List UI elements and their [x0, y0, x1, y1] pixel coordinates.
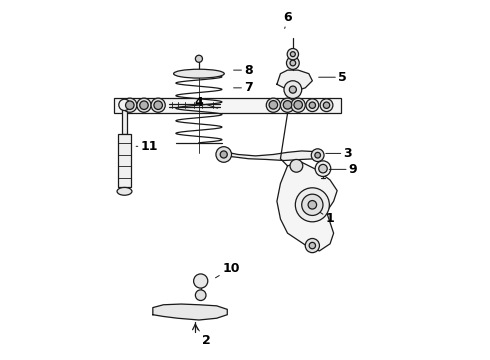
- Ellipse shape: [117, 188, 132, 195]
- Ellipse shape: [173, 69, 224, 78]
- Circle shape: [291, 98, 305, 112]
- Polygon shape: [277, 70, 312, 91]
- Circle shape: [284, 81, 302, 99]
- Circle shape: [290, 60, 295, 66]
- Circle shape: [140, 101, 148, 109]
- Text: 3: 3: [326, 147, 352, 160]
- Circle shape: [308, 201, 317, 209]
- Text: 2: 2: [197, 328, 210, 347]
- Circle shape: [295, 188, 329, 222]
- Circle shape: [196, 55, 202, 62]
- Circle shape: [302, 194, 323, 215]
- Circle shape: [125, 101, 134, 109]
- Text: 4: 4: [195, 95, 218, 108]
- Circle shape: [320, 99, 333, 112]
- Circle shape: [309, 102, 316, 108]
- Text: 9: 9: [329, 163, 357, 176]
- Text: 6: 6: [283, 11, 292, 28]
- Circle shape: [318, 165, 327, 173]
- Text: 7: 7: [234, 81, 253, 94]
- Circle shape: [291, 52, 295, 57]
- Circle shape: [306, 99, 318, 112]
- Circle shape: [269, 100, 278, 109]
- Text: 10: 10: [216, 262, 240, 278]
- Bar: [118, 134, 131, 187]
- Circle shape: [137, 98, 151, 112]
- Circle shape: [289, 86, 296, 93]
- Circle shape: [323, 102, 330, 108]
- Polygon shape: [220, 151, 319, 161]
- Circle shape: [305, 238, 319, 253]
- Circle shape: [154, 101, 162, 109]
- Polygon shape: [153, 304, 227, 320]
- Circle shape: [315, 161, 331, 176]
- Circle shape: [309, 242, 316, 249]
- Circle shape: [287, 49, 298, 60]
- Circle shape: [290, 159, 303, 172]
- Circle shape: [283, 100, 292, 109]
- Circle shape: [220, 151, 227, 158]
- Circle shape: [294, 100, 302, 109]
- Text: 8: 8: [234, 64, 253, 77]
- Circle shape: [122, 98, 137, 112]
- Circle shape: [266, 98, 280, 112]
- Circle shape: [216, 147, 232, 162]
- Circle shape: [280, 98, 294, 112]
- Circle shape: [287, 57, 299, 69]
- Text: 11: 11: [136, 140, 158, 153]
- Polygon shape: [277, 162, 337, 251]
- Text: 5: 5: [318, 71, 347, 84]
- Circle shape: [194, 274, 208, 288]
- Circle shape: [196, 290, 206, 301]
- Circle shape: [151, 98, 165, 112]
- Circle shape: [119, 99, 130, 111]
- Bar: [122, 109, 126, 134]
- Circle shape: [315, 152, 320, 158]
- Bar: [114, 98, 341, 113]
- Text: 1: 1: [311, 206, 335, 225]
- Circle shape: [311, 149, 324, 162]
